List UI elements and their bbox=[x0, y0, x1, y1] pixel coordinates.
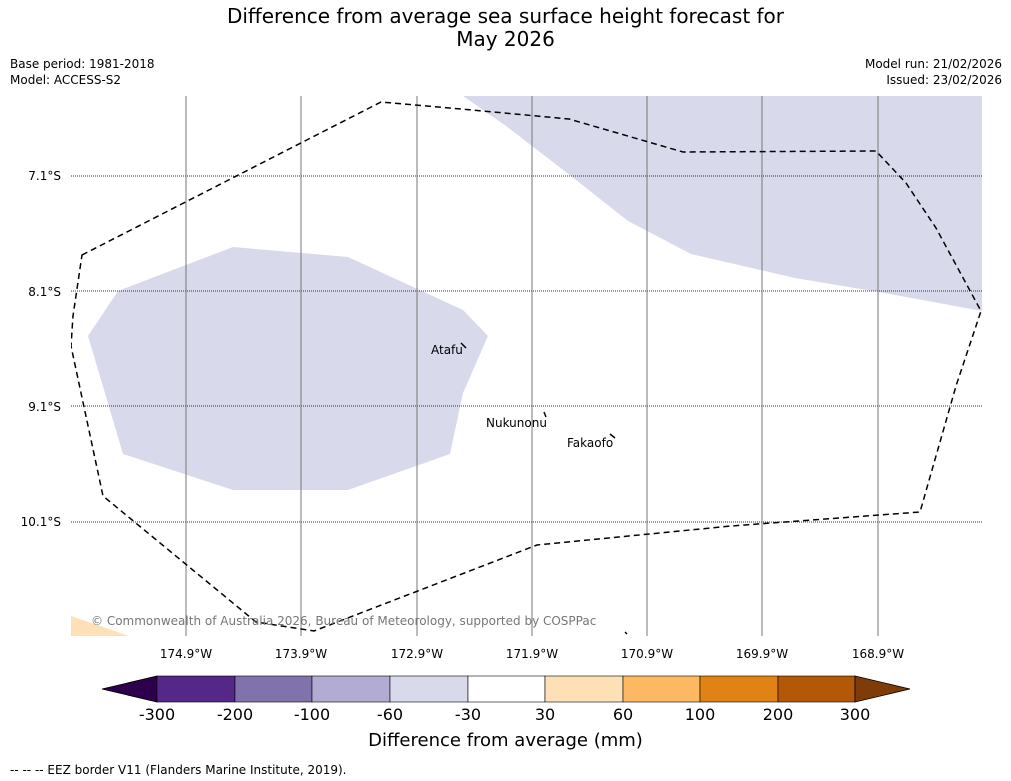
lon-label-174-9: 174.9°W bbox=[159, 647, 213, 661]
place-atafu: Atafu bbox=[431, 343, 463, 357]
colorbar-tick-1: -300 bbox=[138, 705, 176, 724]
warm-region-corner bbox=[71, 616, 129, 636]
lon-label-168-9: 168.9°W bbox=[851, 647, 905, 661]
lon-label-173-9: 173.9°W bbox=[274, 647, 328, 661]
map-canvas bbox=[71, 96, 982, 636]
colorbar-tick-8: 100 bbox=[684, 705, 716, 724]
issued-date: Issued: 23/02/2026 bbox=[886, 73, 1002, 87]
island-nukunonu bbox=[543, 411, 547, 418]
chart-title-line-2: May 2026 bbox=[456, 27, 555, 51]
colorbar-segment-3 bbox=[311, 675, 391, 703]
anomaly-region-northeast bbox=[463, 96, 982, 311]
lat-label-8-1: 8.1°S bbox=[28, 285, 61, 299]
colorbar-tick-9: 200 bbox=[762, 705, 794, 724]
colorbar-segment-9 bbox=[777, 675, 856, 703]
colorbar-tick-4: -60 bbox=[376, 705, 404, 724]
lon-label-169-9: 169.9°W bbox=[735, 647, 789, 661]
colorbar-segment-6 bbox=[544, 675, 624, 703]
colorbar-segment-1 bbox=[156, 675, 236, 703]
colorbar-tick-7: 60 bbox=[612, 705, 634, 724]
lat-label-10-1: 10.1°S bbox=[20, 515, 61, 529]
model-name: Model: ACCESS-S2 bbox=[10, 73, 122, 87]
island-fakaofo bbox=[609, 433, 616, 439]
base-period: Base period: 1981-2018 bbox=[10, 57, 155, 71]
colorbar-segment-5 bbox=[467, 675, 546, 703]
lon-label-172-9: 172.9°W bbox=[390, 647, 444, 661]
place-fakaofo: Fakaofo bbox=[567, 436, 614, 450]
colorbar-tick-6: 30 bbox=[534, 705, 556, 724]
colorbar-segment-4 bbox=[389, 675, 469, 703]
lat-label-9-1: 9.1°S bbox=[28, 400, 61, 414]
eez-legend-note: -- -- -- EEZ border V11 (Flanders Marine… bbox=[10, 763, 347, 777]
colorbar-segment-8 bbox=[699, 675, 779, 703]
map-area bbox=[71, 96, 982, 636]
colorbar-tick-10: 300 bbox=[839, 705, 871, 724]
longitude-gridlines bbox=[185, 96, 879, 636]
place-nukunonu: Nukunonu bbox=[486, 416, 547, 430]
colorbar-tick-3: -100 bbox=[293, 705, 331, 724]
meta-right: Model run: 21/02/2026 Issued: 23/02/2026 bbox=[865, 56, 1002, 88]
island-atafu bbox=[460, 342, 467, 349]
colorbar-title: Difference from average (mm) bbox=[368, 730, 643, 751]
colorbar-tick-5: -30 bbox=[454, 705, 482, 724]
anomaly-region-west bbox=[88, 247, 488, 490]
meta-left: Base period: 1981-2018 Model: ACCESS-S2 bbox=[10, 56, 155, 88]
colorbar-tick-2: -200 bbox=[216, 705, 254, 724]
chart-title-line-1: Difference from average sea surface heig… bbox=[226, 4, 785, 28]
colorbar-extend-low bbox=[101, 675, 158, 703]
eez-border bbox=[71, 101, 982, 632]
colorbar-segment-7 bbox=[622, 675, 701, 703]
colorbar-extend-high bbox=[854, 675, 911, 703]
chart-title: Difference from average sea surface heig… bbox=[0, 5, 1011, 51]
lat-label-7-1: 7.1°S bbox=[28, 169, 61, 183]
island-small bbox=[624, 631, 628, 635]
model-run: Model run: 21/02/2026 bbox=[864, 57, 1002, 71]
lon-label-171-9: 171.9°W bbox=[505, 647, 559, 661]
colorbar-segment-2 bbox=[234, 675, 313, 703]
colorbar bbox=[101, 675, 911, 703]
copyright-notice: © Commonwealth of Australia 2026, Bureau… bbox=[91, 614, 597, 628]
lon-label-170-9: 170.9°W bbox=[620, 647, 674, 661]
